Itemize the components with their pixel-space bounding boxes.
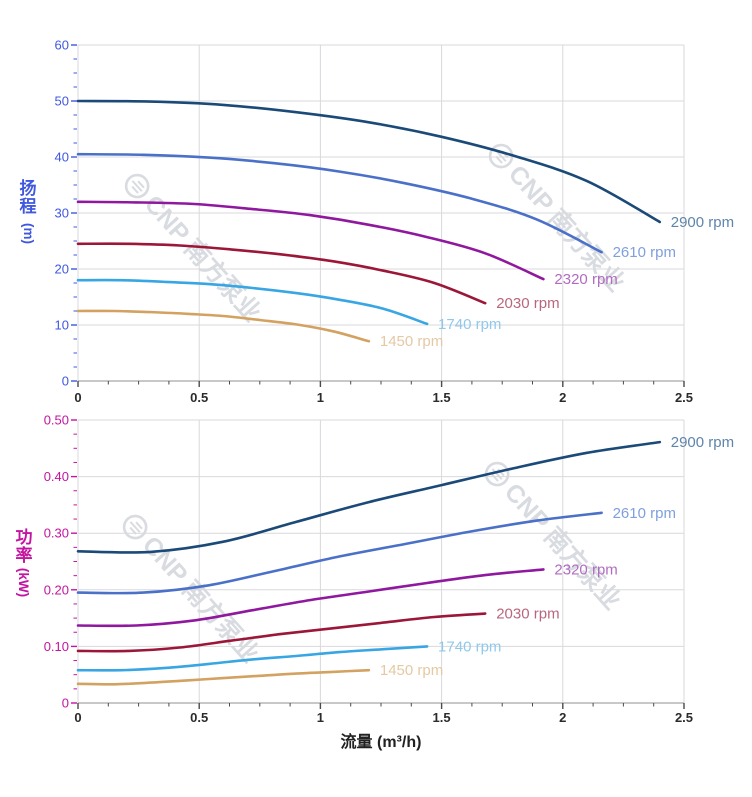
cnp-logo-icon xyxy=(491,468,503,480)
cnp-logo-icon xyxy=(491,473,499,482)
curve-label-2320-rpm: 2320 rpm xyxy=(554,271,617,288)
y-tick-label: 40 xyxy=(55,150,69,165)
y-tick-label: 30 xyxy=(55,206,69,221)
curve-label-2610-rpm: 2610 rpm xyxy=(613,505,676,522)
curve-label-2030-rpm: 2030 rpm xyxy=(496,606,559,623)
cnp-logo-icon xyxy=(488,143,514,169)
y-tick-label: 0.10 xyxy=(44,639,69,654)
flow-axis-title: 流量 (m³/h) xyxy=(340,734,422,751)
curve-1740-rpm xyxy=(76,645,429,672)
power-axis-title: 功 率 (kW) xyxy=(6,528,42,598)
curve-2610-rpm xyxy=(76,511,603,595)
cnp-logo-icon xyxy=(484,461,510,487)
head-axis-unit: (m) xyxy=(20,223,36,244)
curve-label-1740-rpm: 1740 rpm xyxy=(438,316,501,333)
curve-2320-rpm xyxy=(76,200,545,281)
curve-2030-rpm xyxy=(76,242,487,305)
y-tick-label: 0.30 xyxy=(44,526,69,541)
head-axis-title: 扬 程 (m) xyxy=(10,179,46,245)
cnp-logo-icon xyxy=(137,180,145,189)
curve-2610-rpm xyxy=(76,152,603,254)
power-axis-title-char: 率 xyxy=(15,546,33,565)
curve-label-1450-rpm: 1450 rpm xyxy=(380,662,443,679)
x-tick-label: 1 xyxy=(317,710,324,725)
curve-label-2900-rpm: 2900 rpm xyxy=(671,434,734,451)
curve-1450-rpm xyxy=(76,668,371,686)
curve-2030-rpm xyxy=(76,612,487,653)
x-tick-label: 2.5 xyxy=(675,710,693,725)
power-axis-unit: (kW) xyxy=(16,567,32,598)
x-tick-label: 0 xyxy=(74,390,81,405)
cnp-logo-icon xyxy=(495,150,507,162)
curve-1740-rpm xyxy=(76,278,429,326)
cnp-logo-icon xyxy=(131,180,143,192)
x-tick-label: 0.5 xyxy=(190,710,208,725)
y-tick-label: 0 xyxy=(62,696,69,711)
curve-2900-rpm xyxy=(76,99,662,224)
x-tick-label: 1.5 xyxy=(433,710,451,725)
curve-label-2030-rpm: 2030 rpm xyxy=(496,295,559,312)
curve-label-1740-rpm: 1740 rpm xyxy=(438,638,501,655)
y-tick-label: 20 xyxy=(55,262,69,277)
curve-2900-rpm xyxy=(76,440,662,554)
cnp-logo-icon xyxy=(122,514,148,540)
head-axis-title-char: 扬 xyxy=(19,179,37,198)
curve-label-2320-rpm: 2320 rpm xyxy=(554,561,617,578)
watermark-text: CNP 南方泵业 xyxy=(139,189,267,327)
watermark: CNP 南方泵业 xyxy=(484,461,627,615)
x-tick-label: 2 xyxy=(559,390,566,405)
curve-label-1450-rpm: 1450 rpm xyxy=(380,333,443,350)
y-tick-label: 10 xyxy=(55,318,69,333)
curve-2320-rpm xyxy=(76,568,545,628)
cnp-logo-icon xyxy=(124,173,150,199)
curve-label-2610-rpm: 2610 rpm xyxy=(613,244,676,261)
x-tick-label: 1.5 xyxy=(433,390,451,405)
curve-label-2900-rpm: 2900 rpm xyxy=(671,214,734,231)
y-tick-label: 0.20 xyxy=(44,582,69,597)
y-tick-label: 0.50 xyxy=(44,413,69,428)
y-tick-label: 50 xyxy=(55,94,69,109)
cnp-logo-icon xyxy=(495,155,503,164)
y-tick-label: 0.40 xyxy=(44,469,69,484)
head-axis-title-char: 程 xyxy=(19,197,37,216)
x-tick-label: 2.5 xyxy=(675,390,693,405)
curve-1450-rpm xyxy=(76,309,371,343)
power-axis-title-char: 功 xyxy=(15,528,33,547)
cnp-logo-icon xyxy=(129,521,141,533)
y-tick-label: 60 xyxy=(55,38,69,53)
cnp-logo-icon xyxy=(131,185,139,194)
y-tick-label: 0 xyxy=(62,374,69,389)
cnp-logo-icon xyxy=(135,521,143,530)
x-tick-label: 1 xyxy=(317,390,324,405)
x-tick-label: 2 xyxy=(559,710,566,725)
x-tick-label: 0 xyxy=(74,710,81,725)
x-tick-label: 0.5 xyxy=(190,390,208,405)
